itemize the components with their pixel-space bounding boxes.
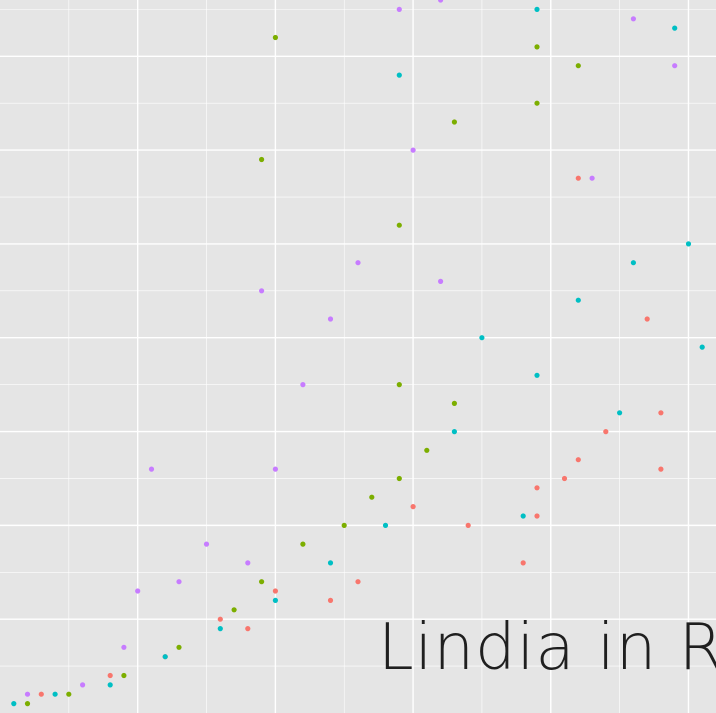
data-point [148, 466, 155, 472]
data-point [259, 288, 265, 294]
data-point [272, 466, 278, 472]
data-point [658, 466, 664, 472]
data-point [245, 560, 251, 566]
data-point [630, 16, 637, 22]
data-point [11, 701, 17, 707]
data-point [699, 344, 705, 350]
series-4 [24, 0, 678, 697]
data-point [534, 513, 540, 519]
data-point [589, 175, 595, 181]
data-point [438, 278, 444, 284]
data-point [451, 400, 457, 406]
data-point [121, 644, 127, 650]
data-point [259, 579, 265, 585]
data-point [300, 541, 306, 547]
data-point [561, 475, 568, 482]
data-point [121, 672, 127, 679]
data-point [451, 429, 457, 435]
data-point [603, 429, 609, 435]
data-point [300, 382, 306, 388]
data-point [80, 682, 86, 688]
data-point [231, 607, 237, 613]
data-point [451, 119, 457, 125]
data-point [575, 457, 581, 463]
data-point [327, 316, 334, 322]
data-point [534, 44, 540, 50]
data-point [396, 382, 402, 388]
data-point [672, 63, 678, 69]
data-point [396, 475, 402, 482]
data-point [272, 588, 278, 594]
data-point [534, 6, 540, 12]
data-point [107, 672, 113, 679]
data-point [410, 504, 416, 510]
data-point [658, 410, 664, 416]
data-point [479, 335, 485, 341]
data-point [410, 147, 416, 153]
data-point [135, 588, 141, 594]
data-point [465, 522, 471, 529]
data-point [176, 579, 182, 585]
data-point [327, 560, 334, 566]
data-point [217, 626, 223, 632]
data-point [438, 0, 444, 3]
data-point [162, 654, 168, 660]
data-point [396, 72, 402, 78]
data-point [534, 372, 540, 378]
data-point [672, 25, 678, 31]
data-point [534, 485, 540, 491]
overlay-title-text: Lindia in R [378, 611, 716, 685]
data-points [11, 0, 705, 707]
data-point [396, 222, 402, 228]
data-point [520, 513, 526, 519]
data-point [176, 644, 182, 650]
data-point [217, 616, 223, 622]
data-point [382, 522, 389, 529]
data-point [369, 494, 375, 500]
data-point [396, 6, 402, 12]
data-point [66, 691, 72, 697]
data-point [685, 241, 692, 247]
data-point [575, 63, 581, 69]
data-point [644, 316, 650, 322]
data-point [575, 297, 581, 303]
series-3 [11, 6, 705, 707]
data-point [617, 410, 623, 416]
data-point [575, 175, 581, 181]
data-point [272, 34, 278, 41]
data-point [327, 597, 334, 604]
data-point [52, 691, 58, 697]
data-point [203, 541, 210, 547]
data-point [24, 691, 31, 697]
data-point [259, 156, 265, 163]
data-point [630, 260, 637, 266]
data-point [24, 701, 31, 707]
data-point [520, 560, 526, 566]
data-point [355, 260, 361, 266]
data-point [341, 522, 347, 529]
data-point [355, 579, 361, 585]
data-point [245, 626, 251, 632]
data-point [272, 597, 278, 604]
data-point [38, 691, 44, 697]
data-point [107, 682, 113, 688]
series-2 [24, 34, 581, 707]
data-point [534, 100, 540, 106]
data-point [424, 447, 430, 453]
